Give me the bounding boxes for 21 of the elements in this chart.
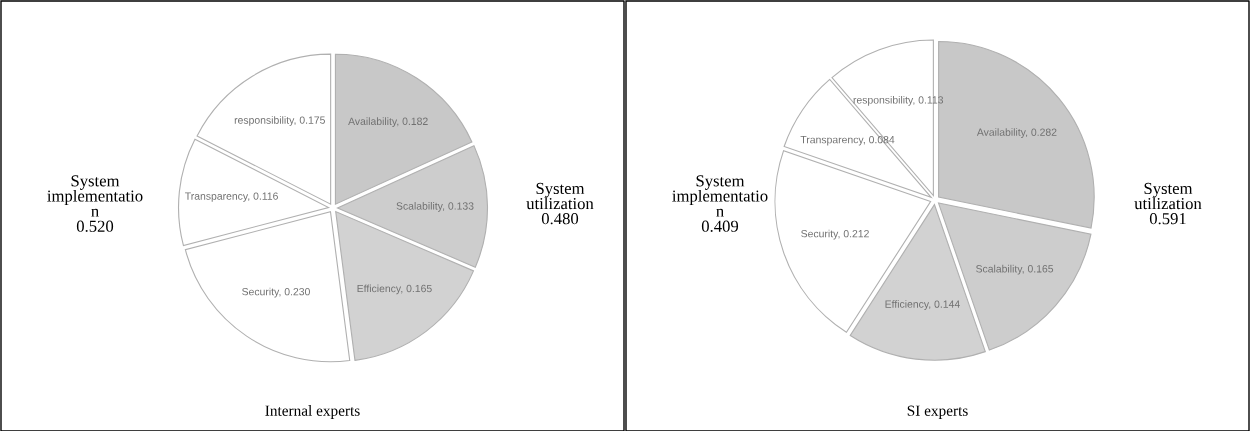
text: System utilization 0.591 — [1134, 182, 1202, 225]
slice-label: Scalability, 0.165 — [976, 264, 1054, 275]
slice-label: responsibility, 0.175 — [234, 116, 325, 126]
text: SI experts — [907, 405, 968, 419]
text: Internal experts — [265, 405, 360, 419]
slice-label: Efficiency, 0.144 — [885, 300, 960, 310]
slice-label: Availability, 0.282 — [976, 128, 1057, 138]
text: System implementatio n 0.409 — [672, 175, 768, 232]
slice-label: Transparency, 0.116 — [185, 192, 278, 202]
slice-label: Security, 0.212 — [801, 229, 869, 240]
slice-label: Security, 0.230 — [242, 287, 310, 298]
pie-slice — [335, 211, 475, 361]
slice-label: Transparency, 0.084 — [800, 135, 895, 146]
slice-label: Availability, 0.182 — [348, 117, 428, 128]
slice-label: Scalability, 0.133 — [396, 202, 474, 212]
pie-slice — [177, 138, 330, 247]
text: System implementatio n 0.520 — [47, 175, 143, 232]
pie-slice — [336, 145, 489, 268]
text: System utilization 0.480 — [526, 182, 594, 225]
pie-slice — [184, 211, 351, 363]
slice-label: Efficiency, 0.165 — [357, 284, 432, 295]
